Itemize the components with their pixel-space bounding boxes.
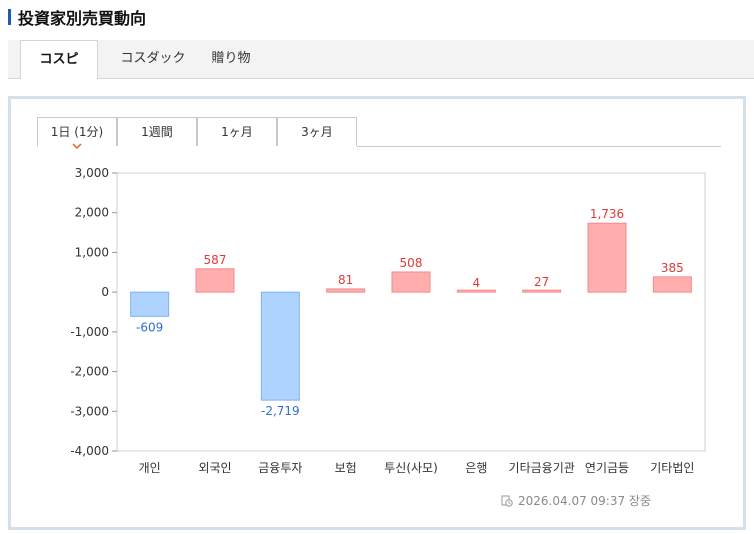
bar-value-label: 508 bbox=[400, 256, 423, 270]
period-tab-1day[interactable]: 1日 (1分) bbox=[37, 117, 117, 146]
bar-value-label: 4 bbox=[473, 276, 481, 290]
y-tick-label: -2,000 bbox=[70, 365, 109, 379]
bar bbox=[456, 289, 496, 293]
x-category-label: 보험 bbox=[335, 461, 357, 475]
page-title-block: 投資家別売買動向 bbox=[8, 6, 146, 28]
page-title: 投資家別売買動向 bbox=[18, 9, 147, 28]
x-category-label: 기타법인 bbox=[650, 461, 694, 475]
bar bbox=[652, 276, 692, 293]
x-category-label: 개인 bbox=[139, 461, 161, 475]
market-tabs: コスピ コスダック 贈り物 bbox=[8, 40, 754, 79]
tab-kosdaq[interactable]: コスダック bbox=[120, 51, 186, 66]
bar bbox=[260, 291, 300, 401]
y-tick-label: -1,000 bbox=[70, 325, 109, 339]
y-tick-label: -4,000 bbox=[70, 444, 109, 458]
bar bbox=[587, 222, 627, 293]
period-tab-underline bbox=[357, 146, 721, 147]
period-tab-1week[interactable]: 1週間 bbox=[117, 117, 197, 146]
x-category-label: 연기금등 bbox=[585, 461, 629, 475]
y-tick-label: 1,000 bbox=[75, 245, 109, 259]
y-tick-label: 0 bbox=[101, 285, 109, 299]
tab-gift[interactable]: 贈り物 bbox=[211, 51, 251, 66]
bar-value-label: 385 bbox=[661, 261, 684, 275]
timestamp-block: 2026.04.07 09:37 장중 bbox=[501, 492, 651, 509]
title-accent-bar bbox=[8, 9, 11, 25]
period-tab-label: 1日 (1分) bbox=[50, 125, 104, 139]
y-tick-label: 3,000 bbox=[75, 166, 109, 180]
plot-area bbox=[116, 172, 706, 452]
bar bbox=[195, 268, 235, 293]
active-tab-marker-icon bbox=[72, 143, 82, 149]
x-category-label: 투신(사모) bbox=[384, 461, 438, 475]
bar bbox=[391, 271, 431, 293]
period-tab-1month[interactable]: 1ヶ月 bbox=[197, 117, 277, 146]
timestamp: 2026.04.07 09:37 장중 bbox=[518, 494, 651, 508]
bar-value-label: 1,736 bbox=[590, 207, 624, 221]
x-category-label: 금융투자 bbox=[258, 461, 302, 475]
bar-value-label: -2,719 bbox=[261, 404, 300, 418]
bar-value-label: 587 bbox=[204, 253, 227, 267]
bar-value-label: 27 bbox=[534, 275, 549, 289]
y-tick-label: -3,000 bbox=[70, 404, 109, 418]
tab-kospi[interactable]: コスピ bbox=[20, 40, 98, 79]
x-category-label: 은행 bbox=[465, 460, 487, 475]
bar-value-label: 81 bbox=[338, 273, 353, 287]
bar-value-label: -609 bbox=[136, 320, 163, 334]
bar bbox=[326, 288, 366, 293]
clock-icon bbox=[501, 495, 513, 507]
x-category-label: 기타금융기관 bbox=[509, 461, 575, 475]
period-tab-3month[interactable]: 3ヶ月 bbox=[277, 117, 357, 146]
bar bbox=[522, 289, 562, 293]
bar bbox=[130, 291, 170, 317]
y-tick-label: 2,000 bbox=[75, 206, 109, 220]
x-category-label: 외국인 bbox=[198, 461, 231, 475]
